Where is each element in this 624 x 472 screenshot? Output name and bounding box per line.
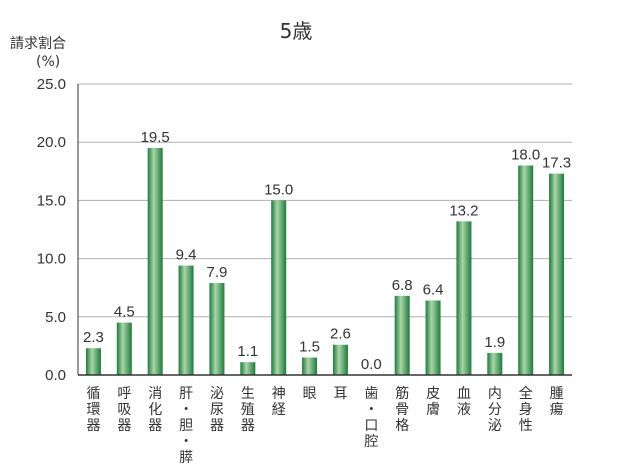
x-tick-label: 腫瘍 xyxy=(550,386,564,418)
x-tick-label: 消化器 xyxy=(148,386,162,434)
x-tick-label: 内分泌 xyxy=(488,386,502,434)
data-label: 15.0 xyxy=(264,181,293,198)
data-label: 6.4 xyxy=(423,282,444,299)
x-tick-label: 呼吸器 xyxy=(117,386,131,434)
y-tick-label: 20.0 xyxy=(37,134,66,151)
y-tick-label: 5.0 xyxy=(45,309,66,326)
data-label: 1.9 xyxy=(484,334,505,351)
x-tick-label: 肝・胆・膵 xyxy=(179,386,193,466)
bar xyxy=(518,165,534,375)
bar xyxy=(209,283,225,375)
data-label: 17.3 xyxy=(542,155,571,172)
bar xyxy=(147,148,163,375)
bar xyxy=(549,173,565,375)
bar xyxy=(332,344,348,375)
value-labels: 2.3 4.5 19.5 9.4 7.9 1.1 15.0 1.5 2.6 0.0 6.8 6.4 13… xyxy=(83,129,571,373)
bar xyxy=(302,357,318,375)
bar xyxy=(394,295,410,375)
data-label: 18.0 xyxy=(511,146,540,163)
y-tick-label: 0.0 xyxy=(45,367,66,384)
bar xyxy=(116,322,132,375)
y-tick-label: 25.0 xyxy=(37,76,66,93)
category-labels: 循環器 呼吸器 消化器 肝・胆・膵 泌尿器 生殖器 神経 眼耳 歯・口腔 筋骨格 皮膚血液 内分泌 全身… xyxy=(86,385,563,466)
bar xyxy=(85,348,101,375)
data-label: 1.5 xyxy=(299,339,320,356)
data-label: 9.4 xyxy=(176,247,197,264)
y-tick-label: 10.0 xyxy=(37,251,66,268)
bar xyxy=(240,362,256,375)
x-tick-label: 神経 xyxy=(272,386,286,418)
data-label: 2.3 xyxy=(83,329,104,346)
data-label: 13.2 xyxy=(449,202,478,219)
y-axis-ticks: 0.0 5.0 10.0 15.0 20.0 25.0 xyxy=(37,76,66,384)
data-label: 19.5 xyxy=(141,129,170,146)
x-tick-label: 血液 xyxy=(457,386,471,418)
bar xyxy=(456,221,472,375)
bar xyxy=(487,352,503,375)
data-label: 6.8 xyxy=(392,277,413,294)
x-tick-label: 歯・口腔 xyxy=(364,386,378,450)
x-tick-label: 筋骨格 xyxy=(395,385,409,434)
bar xyxy=(425,300,441,375)
x-tick-label: 耳 xyxy=(333,386,347,402)
data-label: 7.9 xyxy=(207,264,228,281)
x-tick-label: 皮膚 xyxy=(426,386,440,418)
data-label: 1.1 xyxy=(237,343,258,360)
y-tick-label: 15.0 xyxy=(37,192,66,209)
chart-title: 5歳 xyxy=(280,19,313,43)
data-label: 4.5 xyxy=(114,304,135,321)
bar xyxy=(178,265,194,375)
x-tick-label: 眼 xyxy=(303,386,317,402)
x-tick-label: 生殖器 xyxy=(241,386,255,434)
x-tick-label: 全身性 xyxy=(519,385,533,434)
bars xyxy=(85,148,565,375)
x-tick-label: 泌尿器 xyxy=(210,386,224,434)
x-tick-label: 循環器 xyxy=(86,386,100,434)
data-label: 0.0 xyxy=(361,356,382,373)
data-label: 2.6 xyxy=(330,326,351,343)
bar xyxy=(271,200,287,375)
y-axis-label: 請求割合 xyxy=(10,35,66,52)
y-axis-unit: (%) xyxy=(36,54,60,70)
